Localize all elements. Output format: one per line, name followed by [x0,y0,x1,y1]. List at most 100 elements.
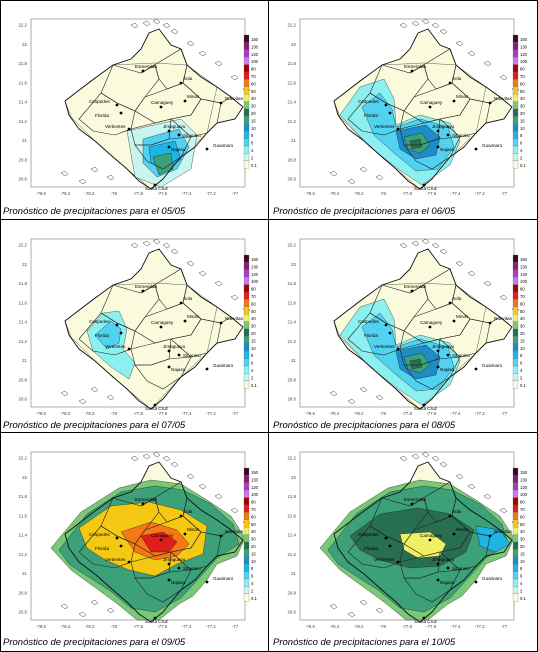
city-marker [153,616,157,620]
city-marker [167,578,171,582]
y-tick-label: 20.6 [18,397,27,402]
city-marker [448,514,452,518]
x-tick-label: -78 [380,191,387,196]
legend-label: 40 [520,529,525,534]
legend-label: 60 [520,81,525,86]
y-tick-label: 22 [22,42,27,47]
legend-label: 40 [520,96,525,101]
coastline [162,242,171,249]
city-marker [183,99,187,103]
legend-label: 6 [251,141,254,146]
map-panel-2: Esmeralda Cespedes Florida Sola Minas Nuevita… [270,1,537,219]
city-label: Esmeralda [404,64,426,69]
legend-label: 10 [520,346,525,351]
city-marker [167,562,171,566]
legend-swatch [243,593,250,602]
coastline [439,461,448,468]
y-tick-label: 21.2 [287,339,296,344]
y-tick-label: 21.2 [287,552,296,557]
legend-label: 70 [251,294,256,299]
y-tick-label: 21 [291,138,296,143]
x-tick-label: -78.6 [36,624,47,629]
city-marker [422,403,426,407]
x-tick-label: -78.2 [353,624,364,629]
coastline [431,242,440,249]
city-marker [488,101,492,105]
city-label: Nuevitas [225,529,244,534]
city-marker [167,365,171,369]
x-tick-label: -77.8 [133,624,144,629]
legend-label: 80 [251,287,256,292]
x-tick-label: -78 [380,411,387,416]
province-outline [333,28,513,190]
legend-label: 15 [251,338,256,343]
x-tick-label: -78 [111,411,118,416]
coastline [142,240,151,247]
y-tick-label: 22 [22,475,27,480]
coastline [421,18,430,25]
city-label: Santa Cruz [414,406,438,411]
legend-label: 40 [251,529,256,534]
city-label: Sola [183,509,193,514]
coastline [455,473,464,480]
y-tick-label: 20.8 [18,377,27,382]
legend-label: 100 [251,492,259,497]
city-marker [388,331,392,335]
municipality-border [347,525,405,569]
coastline [483,280,492,287]
y-tick-label: 22.2 [18,23,27,28]
legend-label: 130 [251,44,259,49]
x-tick-label: -78.2 [353,411,364,416]
province-outline [333,461,513,623]
city-marker [388,544,392,548]
x-tick-label: -78.2 [84,411,95,416]
legend-label: 60 [251,514,256,519]
coastline [60,603,69,610]
y-tick-label: 21.6 [287,513,296,518]
y-tick-label: 21 [291,571,296,576]
legend-label: 80 [251,500,256,505]
y-tick-label: 21.8 [287,494,296,499]
city-marker [177,133,181,137]
legend-label: 80 [520,287,525,292]
x-tick-label: -78.4 [329,191,340,196]
legend-label: 2 [251,155,254,160]
x-tick-label: -78.6 [305,624,316,629]
coastline [499,74,508,81]
y-tick-label: 21.6 [18,80,27,85]
x-tick-label: -78.2 [84,624,95,629]
x-tick-label: -77.2 [475,624,486,629]
coastline [230,294,239,301]
y-tick-label: 22.2 [287,456,296,461]
y-tick-label: 20.6 [18,610,27,615]
legend-label: 130 [251,477,259,482]
city-marker [448,301,452,305]
legend-label: 30 [520,324,525,329]
y-tick-label: 22.2 [18,456,27,461]
legend-label: 100 [520,492,528,497]
x-tick-label: -77.4 [181,411,192,416]
coastline [130,455,139,462]
city-label: Florida [364,113,378,118]
y-tick-label: 20.8 [287,157,296,162]
legend-label: 4 [251,581,254,586]
city-marker [205,367,209,371]
coastline [359,599,368,606]
city-label: Minas [456,527,469,532]
legend-label: 6 [251,574,254,579]
coastline [162,455,171,462]
caption-panel-6: Pronóstico de precipitaciones para el 10… [273,637,456,648]
rain-contour [152,152,174,176]
city-label: Najasa [171,147,186,152]
coastline [170,28,179,35]
rain-contour [475,525,511,553]
legend-label: 60 [251,301,256,306]
legend-label: 2 [251,375,254,380]
municipality-border [170,318,222,358]
legend-label: 150 [520,257,528,262]
legend-label: 80 [251,67,256,72]
legend-label: 70 [520,507,525,512]
city-label: Minas [187,314,200,319]
legend-label: 120 [251,485,259,490]
